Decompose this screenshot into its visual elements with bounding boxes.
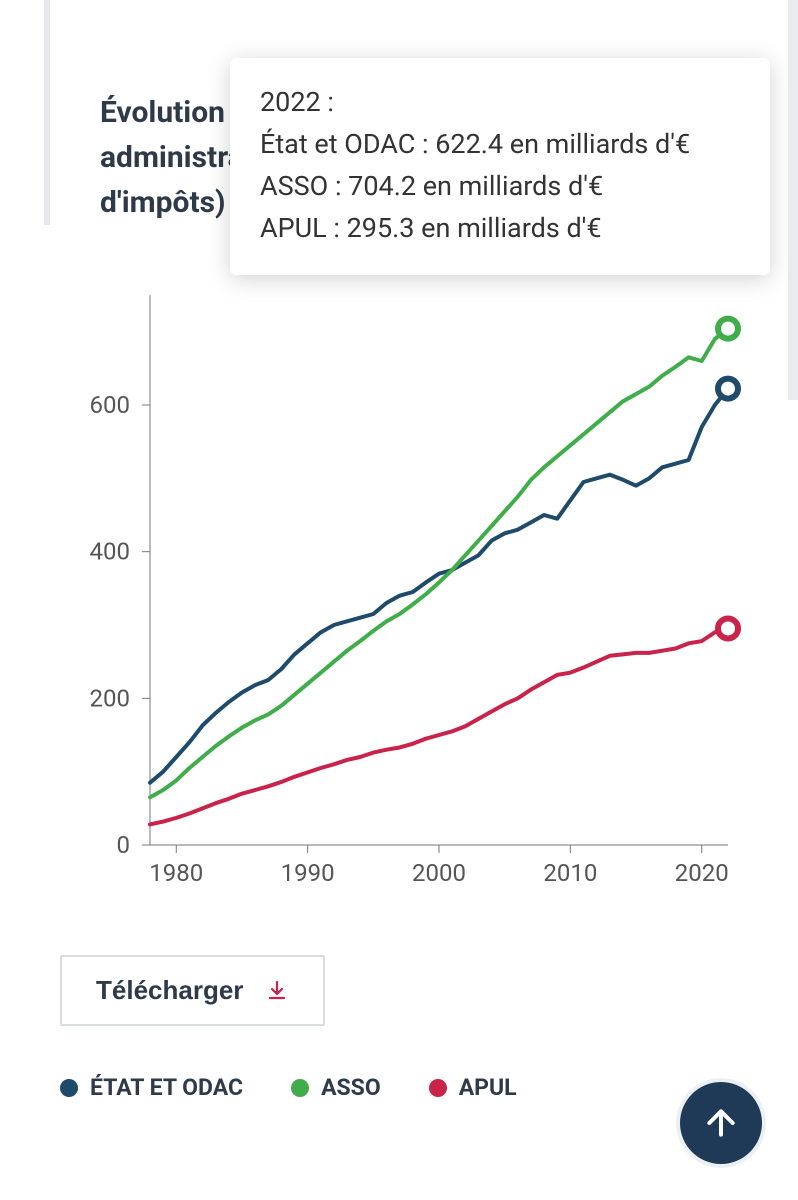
svg-text:2000: 2000 [412,859,466,887]
legend-label: ÉTAT ET ODAC [90,1074,243,1101]
chart-svg: 0 200 400 600 1980 1990 2000 2010 2020 [0,275,798,915]
tooltip-row: ASSO : 704.2 en milliards d'€ [260,166,740,208]
chart-tooltip: 2022 : État et ODAC : 622.4 en milliards… [230,58,770,275]
svg-text:200: 200 [90,684,130,712]
legend-item-etat-odac[interactable]: ÉTAT ET ODAC [60,1074,243,1101]
tooltip-row: APUL : 295.3 en milliards d'€ [260,208,740,250]
legend-label: APUL [459,1074,517,1101]
svg-text:600: 600 [90,391,130,419]
legend-item-asso[interactable]: ASSO [291,1074,381,1101]
legend-item-apul[interactable]: APUL [429,1074,517,1101]
tooltip-row: État et ODAC : 622.4 en milliards d'€ [260,124,740,166]
legend-label: ASSO [321,1074,381,1101]
download-icon [265,979,289,1003]
download-label: Télécharger [96,975,243,1006]
legend-dot [291,1079,309,1097]
line-chart[interactable]: 0 200 400 600 1980 1990 2000 2010 2020 [0,275,798,915]
arrow-up-icon [701,1103,741,1143]
legend-dot [60,1079,78,1097]
scroll-to-top-button[interactable] [680,1082,762,1164]
svg-text:0: 0 [117,831,131,859]
legend-dot [429,1079,447,1097]
download-button[interactable]: Télécharger [60,955,325,1026]
svg-text:2020: 2020 [675,859,729,887]
chart-legend: ÉTAT ET ODAC ASSO APUL [60,1074,798,1101]
svg-text:2010: 2010 [543,859,597,887]
svg-text:1990: 1990 [281,859,335,887]
svg-text:1980: 1980 [149,859,203,887]
svg-text:400: 400 [90,538,130,566]
title-line: d'impôts) [100,185,226,220]
tooltip-year: 2022 : [260,82,740,124]
